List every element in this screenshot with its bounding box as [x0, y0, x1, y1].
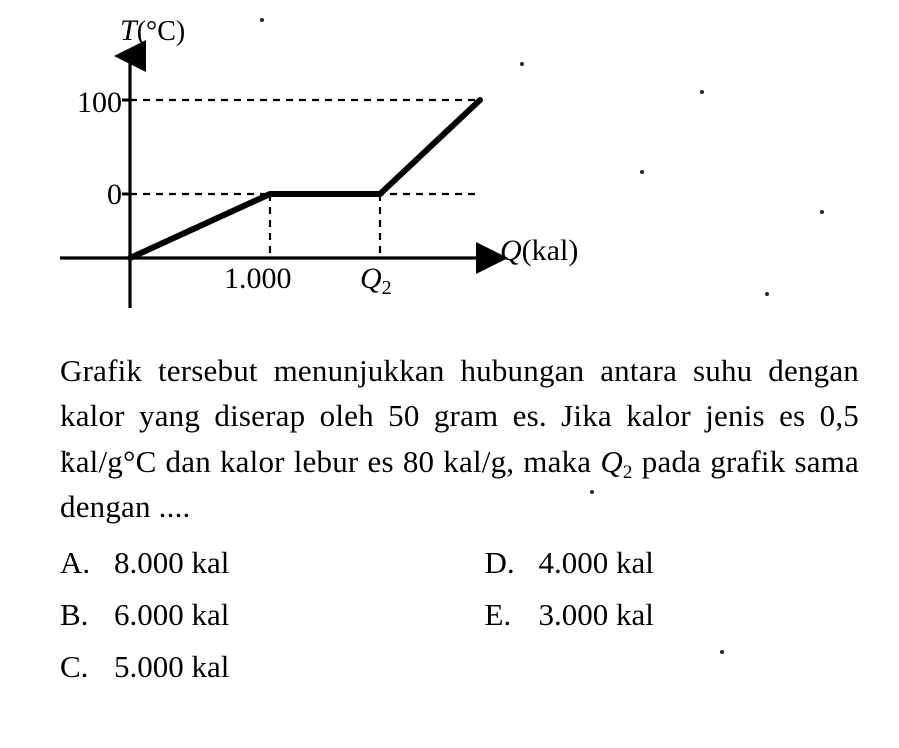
question-text: Grafik tersebut menunjukkan hubungan ant… [60, 348, 859, 529]
option-b-text: 6.000 kal [114, 591, 229, 639]
chart-svg [60, 28, 620, 328]
option-a-text: 8.000 kal [114, 539, 229, 587]
data-line [130, 100, 480, 258]
temperature-heat-chart: T(°C) 100 0 1.000 Q2 Q(kal) [60, 28, 620, 338]
question-var-sub: 2 [623, 462, 633, 483]
answer-options: A. 8.000 kal D. 4.000 kal B. 6.000 kal E… [60, 539, 859, 691]
question-var: Q [600, 444, 623, 479]
option-d: D. 4.000 kal [485, 539, 860, 587]
option-e-text: 3.000 kal [539, 591, 654, 639]
y-tick-0: 0 [42, 178, 122, 212]
option-d-text: 4.000 kal [539, 539, 654, 587]
x-tick-1000: 1.000 [224, 262, 292, 296]
y-axis-var: T [120, 14, 137, 47]
option-e: E. 3.000 kal [485, 591, 860, 639]
option-c-text: 5.000 kal [114, 643, 229, 691]
y-axis-label: T(°C) [120, 14, 185, 48]
option-b: B. 6.000 kal [60, 591, 435, 639]
y-tick-100: 100 [42, 86, 122, 120]
x-tick-q2: Q2 [360, 262, 392, 296]
y-axis-unit: (°C) [137, 16, 186, 47]
option-a: A. 8.000 kal [60, 539, 435, 587]
option-c: C. 5.000 kal [60, 643, 435, 691]
x-axis-label: Q(kal) [500, 234, 578, 268]
